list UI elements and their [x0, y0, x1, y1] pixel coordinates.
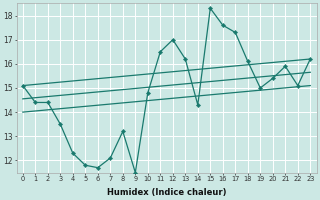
X-axis label: Humidex (Indice chaleur): Humidex (Indice chaleur) [107, 188, 226, 197]
